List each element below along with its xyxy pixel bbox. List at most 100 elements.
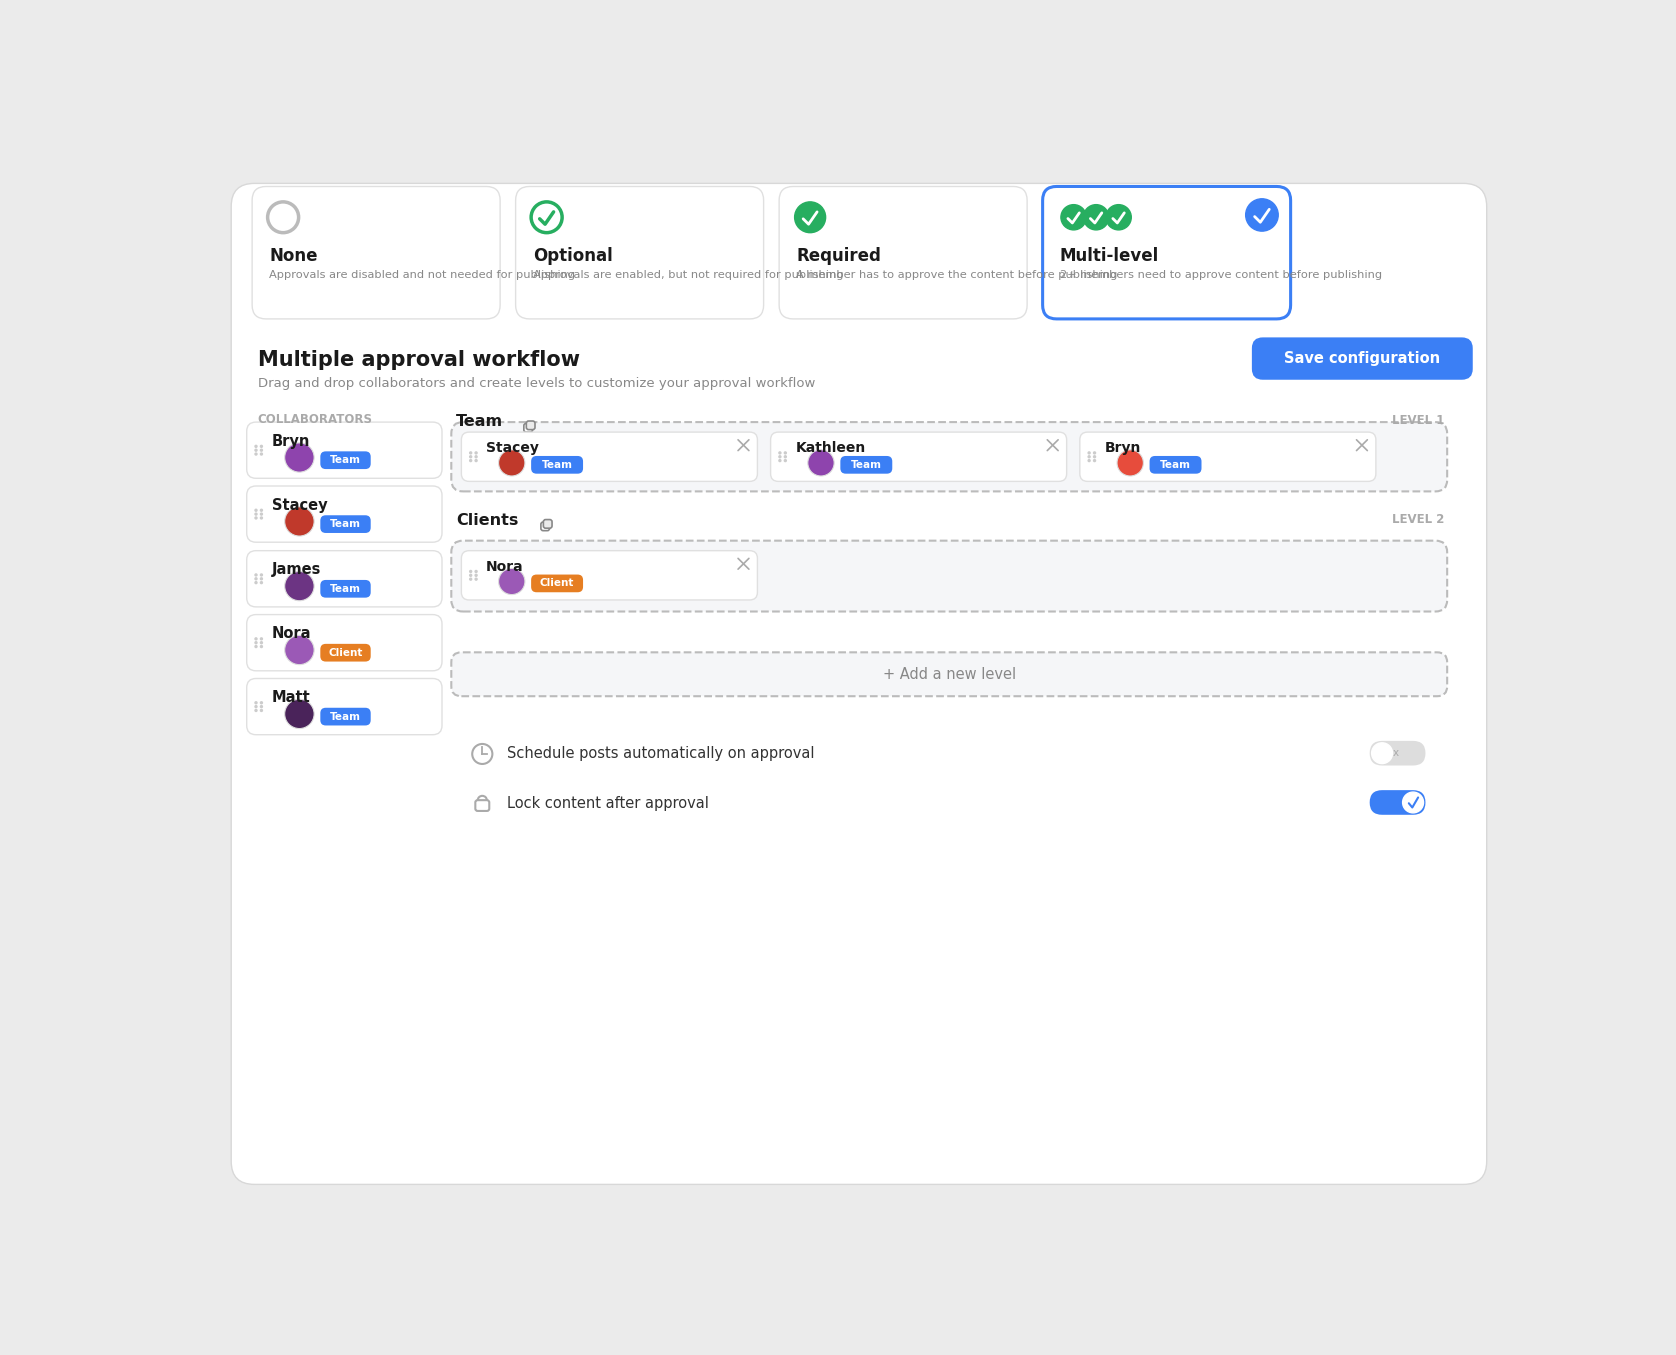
Circle shape <box>255 581 258 584</box>
Circle shape <box>469 573 473 577</box>
Text: COLLABORATORS: COLLABORATORS <box>258 413 372 425</box>
Circle shape <box>1083 205 1110 230</box>
Circle shape <box>778 459 781 462</box>
Circle shape <box>474 577 478 581</box>
Text: Team: Team <box>330 455 360 465</box>
Circle shape <box>474 573 478 577</box>
Circle shape <box>255 508 258 512</box>
FancyBboxPatch shape <box>251 187 499 318</box>
Circle shape <box>255 701 258 705</box>
Circle shape <box>474 459 478 462</box>
Circle shape <box>498 450 525 476</box>
Text: Stacey: Stacey <box>272 497 327 512</box>
Circle shape <box>1093 459 1096 462</box>
Circle shape <box>255 645 258 648</box>
Text: Approvals are disabled and not needed for publishing: Approvals are disabled and not needed fo… <box>270 270 575 279</box>
FancyBboxPatch shape <box>779 187 1027 318</box>
Text: Matt: Matt <box>272 690 310 705</box>
Circle shape <box>255 573 258 577</box>
FancyBboxPatch shape <box>541 522 550 531</box>
Text: Team: Team <box>330 711 360 722</box>
Text: Team: Team <box>851 459 882 470</box>
Text: Save configuration: Save configuration <box>1284 351 1440 366</box>
Circle shape <box>469 455 473 458</box>
Text: Multi-level: Multi-level <box>1059 247 1158 264</box>
Circle shape <box>285 699 313 729</box>
FancyBboxPatch shape <box>451 541 1446 611</box>
FancyBboxPatch shape <box>525 424 533 432</box>
Text: x: x <box>1393 748 1399 759</box>
FancyBboxPatch shape <box>451 652 1446 696</box>
FancyBboxPatch shape <box>1369 741 1426 766</box>
Text: Bryn: Bryn <box>1104 442 1141 455</box>
Circle shape <box>255 449 258 451</box>
Text: Bryn: Bryn <box>272 434 310 449</box>
Text: Kathleen: Kathleen <box>796 442 865 455</box>
Text: Drag and drop collaborators and create levels to customize your approval workflo: Drag and drop collaborators and create l… <box>258 378 815 390</box>
Circle shape <box>1088 459 1091 462</box>
Circle shape <box>260 577 263 580</box>
Text: Client: Client <box>328 648 362 657</box>
FancyBboxPatch shape <box>526 421 535 430</box>
Circle shape <box>260 705 263 709</box>
Text: Team: Team <box>330 584 360 593</box>
Circle shape <box>255 516 258 520</box>
Circle shape <box>1088 455 1091 458</box>
Text: Optional: Optional <box>533 247 612 264</box>
Text: James: James <box>272 562 320 577</box>
FancyBboxPatch shape <box>246 550 442 607</box>
Text: A member has to approve the content before publishing: A member has to approve the content befo… <box>796 270 1118 279</box>
FancyBboxPatch shape <box>1252 337 1473 379</box>
Circle shape <box>260 637 263 641</box>
FancyBboxPatch shape <box>461 432 758 481</box>
Text: Client: Client <box>540 579 575 588</box>
Circle shape <box>260 444 263 449</box>
FancyBboxPatch shape <box>246 615 442 671</box>
Text: Nora: Nora <box>486 560 525 575</box>
Text: + Add a new level: + Add a new level <box>883 667 1016 682</box>
Text: Schedule posts automatically on approval: Schedule posts automatically on approval <box>508 747 815 762</box>
FancyBboxPatch shape <box>461 550 758 600</box>
Circle shape <box>474 455 478 458</box>
Circle shape <box>784 451 788 454</box>
Circle shape <box>255 577 258 580</box>
Circle shape <box>260 516 263 520</box>
Text: Team: Team <box>456 415 503 430</box>
Circle shape <box>1106 205 1131 230</box>
Circle shape <box>469 459 473 462</box>
Circle shape <box>285 635 313 665</box>
Circle shape <box>255 512 258 516</box>
Circle shape <box>260 449 263 451</box>
Text: Multiple approval workflow: Multiple approval workflow <box>258 350 580 370</box>
Circle shape <box>1245 199 1279 232</box>
Circle shape <box>1093 455 1096 458</box>
Circle shape <box>469 569 473 573</box>
Text: Team: Team <box>541 459 573 470</box>
Circle shape <box>260 508 263 512</box>
Circle shape <box>474 569 478 573</box>
Circle shape <box>260 645 263 648</box>
Circle shape <box>255 641 258 645</box>
FancyBboxPatch shape <box>531 457 583 474</box>
Text: Required: Required <box>796 247 882 264</box>
Circle shape <box>1088 451 1091 454</box>
Circle shape <box>1116 450 1143 476</box>
Text: LEVEL 1: LEVEL 1 <box>1393 415 1445 427</box>
Circle shape <box>1371 743 1393 764</box>
Circle shape <box>255 444 258 449</box>
Circle shape <box>1403 793 1423 813</box>
FancyBboxPatch shape <box>320 644 370 661</box>
Circle shape <box>794 202 826 233</box>
Circle shape <box>260 709 263 713</box>
Text: Team: Team <box>1160 459 1192 470</box>
Circle shape <box>255 709 258 713</box>
Circle shape <box>260 512 263 516</box>
FancyBboxPatch shape <box>840 457 892 474</box>
Circle shape <box>285 443 313 472</box>
FancyBboxPatch shape <box>1079 432 1376 481</box>
FancyBboxPatch shape <box>320 580 370 598</box>
Text: 2+ members need to approve content before publishing: 2+ members need to approve content befor… <box>1059 270 1381 279</box>
FancyBboxPatch shape <box>1369 790 1426 814</box>
Circle shape <box>469 577 473 581</box>
Circle shape <box>469 451 473 454</box>
